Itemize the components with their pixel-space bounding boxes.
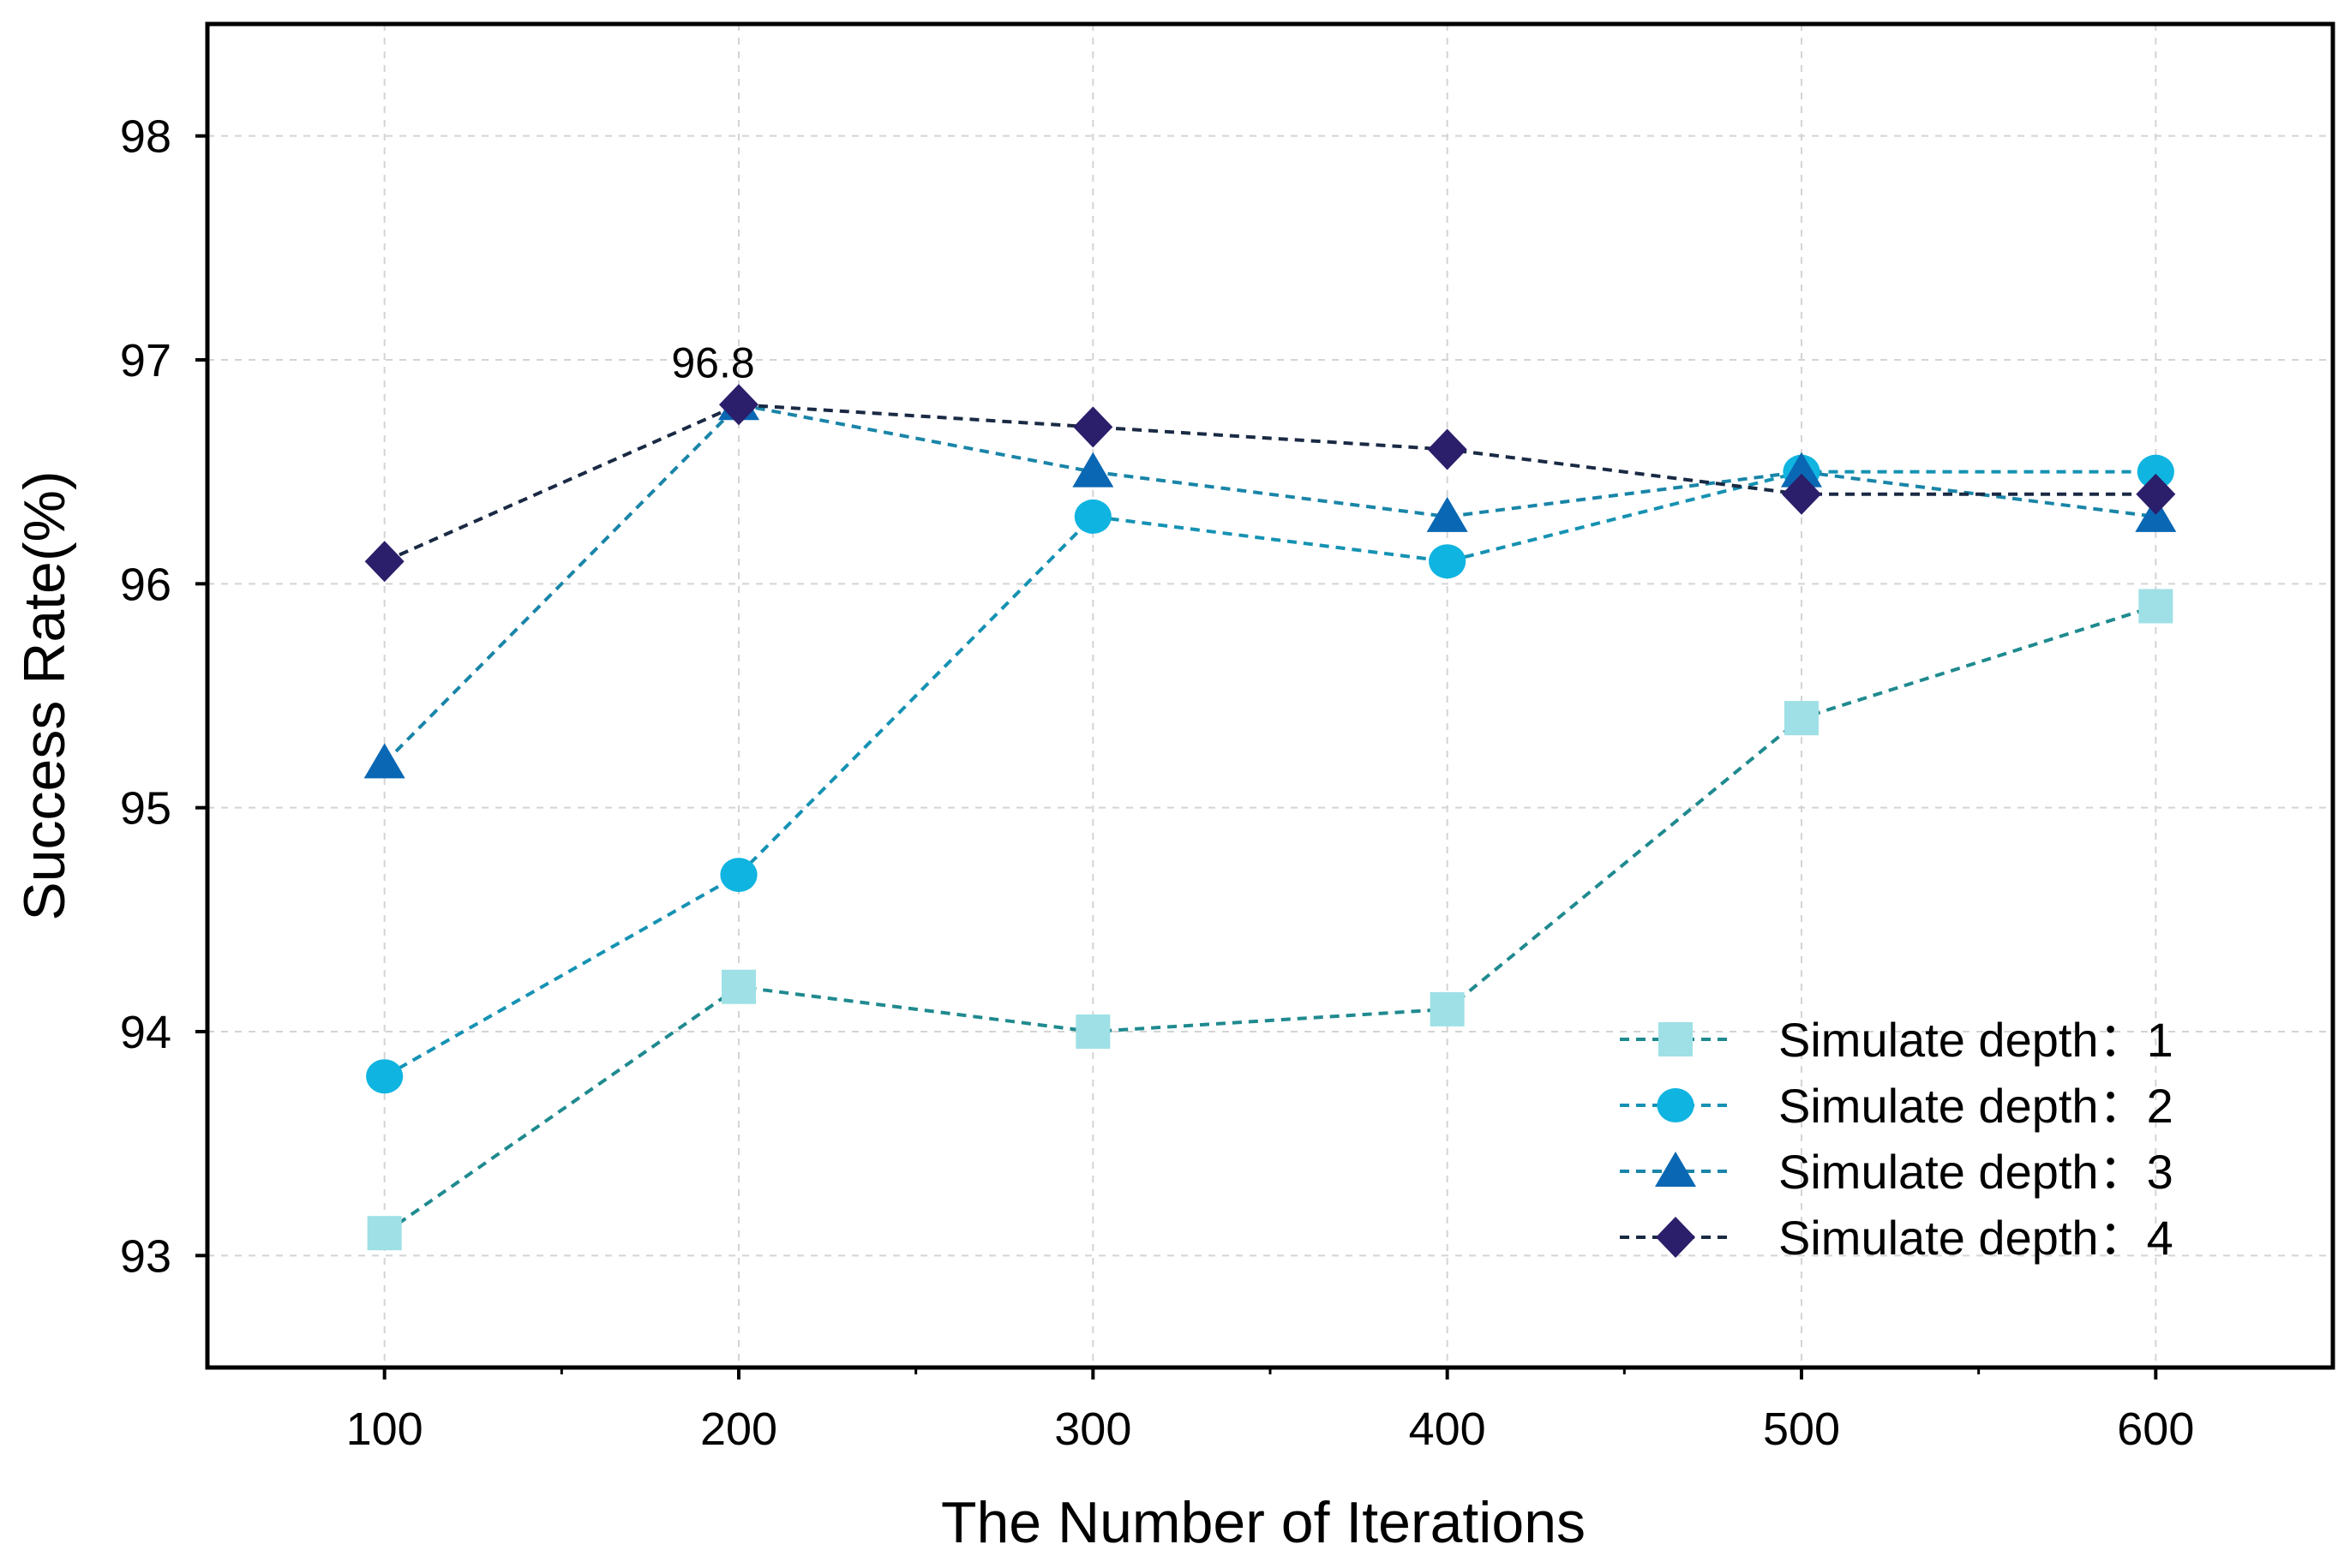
point-depth-3-x500: [1781, 452, 1822, 488]
legend-marker-depth-3: [1655, 1152, 1696, 1187]
point-depth-3-x300: [1072, 452, 1114, 488]
legend-marker-depth-2: [1657, 1088, 1694, 1122]
y-tick-label: 97: [120, 335, 171, 386]
x-tick-label: 200: [700, 1403, 777, 1455]
point-depth-4-x300: [1073, 406, 1113, 448]
point-depth-2-x300: [1074, 499, 1112, 534]
legend-item-depth-3: Simulate depth：3: [1620, 1145, 2173, 1199]
legend: Simulate depth：1 Simulate depth：2 Simula…: [1620, 1013, 2173, 1265]
point-depth-2-x200: [720, 858, 758, 893]
y-tick-label: 94: [120, 1007, 171, 1058]
series-line-depth-3: [383, 403, 2156, 764]
legend-marker-depth-4: [1656, 1217, 1695, 1258]
series-line-depth-1: [383, 604, 2156, 1235]
y-tick-label: 98: [120, 111, 171, 163]
point-depth-4-x500: [1782, 473, 1821, 515]
legend-marker-depth-1: [1658, 1022, 1693, 1056]
legend-item-depth-4: Simulate depth：4: [1620, 1211, 2173, 1265]
y-axis-title: Success Rate(%): [12, 470, 77, 920]
y-tick-label: 93: [120, 1230, 171, 1282]
point-depth-2-x100: [366, 1059, 404, 1094]
series-line-depth-4: [383, 403, 2156, 564]
point-depth-2-x600: [2137, 454, 2174, 489]
point-depth-1-x100: [367, 1216, 402, 1251]
x-tick-label: 600: [2117, 1403, 2194, 1455]
legend-label-depth-4: Simulate depth：4: [1778, 1211, 2173, 1265]
legend-label-depth-1: Simulate depth：1: [1778, 1013, 2173, 1067]
point-depth-1-x500: [1784, 701, 1819, 736]
legend-item-depth-1: Simulate depth：1: [1620, 1013, 2173, 1067]
x-tick-label: 300: [1054, 1403, 1131, 1455]
legend-item-depth-2: Simulate depth：2: [1620, 1079, 2173, 1133]
legend-label-depth-2: Simulate depth：2: [1778, 1079, 2173, 1133]
x-tick-label: 100: [346, 1403, 423, 1455]
point-depth-1-x600: [2138, 589, 2173, 624]
legend-label-depth-3: Simulate depth：3: [1778, 1145, 2173, 1199]
x-tick-label: 500: [1763, 1403, 1840, 1455]
point-depth-4-x600: [2136, 473, 2176, 515]
y-tick-label: 96: [120, 559, 171, 610]
grid: [207, 24, 2333, 1368]
series-markers: [363, 384, 2177, 1251]
y-tick-label: 95: [120, 783, 171, 835]
point-depth-1-x200: [722, 969, 756, 1004]
point-depth-2-x400: [1429, 544, 1466, 579]
point-depth-3-x100: [363, 743, 405, 779]
x-tick-label: 400: [1409, 1403, 1486, 1455]
data-label-96-8: 96.8: [671, 338, 754, 386]
point-depth-1-x300: [1076, 1014, 1111, 1049]
axis-ticks: 100 200 300 400 500 600 93 94 95 96 97 98: [120, 111, 2194, 1455]
point-depth-4-x400: [1427, 428, 1467, 470]
series-line-depth-2: [383, 470, 2156, 1079]
point-depth-1-x400: [1430, 991, 1465, 1026]
point-depth-3-x400: [1426, 496, 1468, 532]
x-axis-title: The Number of Iterations: [941, 1490, 1586, 1555]
series-lines: [383, 403, 2156, 1235]
point-depth-4-x100: [364, 541, 405, 583]
point-depth-4-x200: [719, 384, 758, 426]
